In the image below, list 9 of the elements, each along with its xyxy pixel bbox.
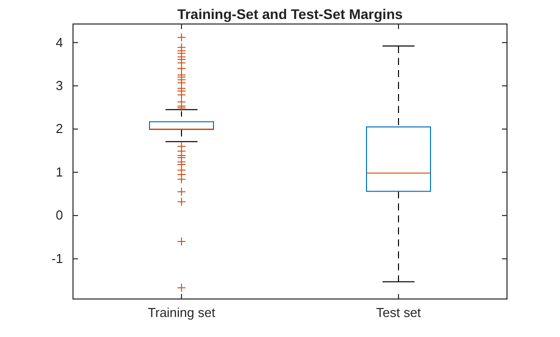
y-tick-label: -1 bbox=[51, 250, 63, 266]
y-tick-label: 0 bbox=[56, 208, 63, 223]
y-tick-label: 1 bbox=[56, 164, 63, 180]
chart-title: Training-Set and Test-Set Margins bbox=[177, 6, 403, 22]
x-tick-label: Test set bbox=[376, 305, 422, 320]
x-tick-label: Training set bbox=[148, 305, 216, 320]
y-tick-label: 3 bbox=[56, 78, 63, 93]
y-tick-label: 4 bbox=[56, 34, 63, 50]
y-tick-label: 2 bbox=[56, 121, 63, 136]
